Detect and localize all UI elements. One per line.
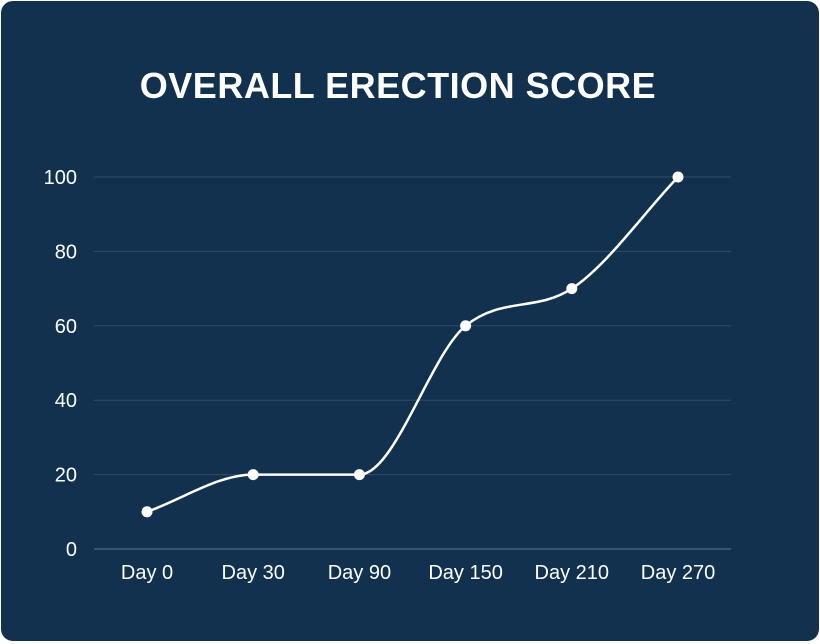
y-tick-label: 100: [44, 167, 77, 189]
data-point: [672, 171, 684, 183]
axes: 0 20 40 60 80 100 Day 0 Day 30 Day 90 Day 150 Day …: [44, 167, 731, 584]
y-tick-label: 0: [66, 539, 77, 561]
data-point: [566, 283, 578, 295]
y-tick-label: 60: [55, 316, 77, 338]
chart-title: OVERALL ERECTION SCORE: [139, 65, 657, 106]
x-tick-label: Day 90: [328, 562, 391, 584]
grid-lines: [94, 176, 731, 476]
y-tick-label: 20: [55, 465, 77, 487]
data-point: [353, 469, 365, 481]
data-point: [247, 469, 259, 481]
x-tick-label: Day 210: [535, 562, 610, 584]
series-line: [145, 175, 680, 514]
y-tick-label: 40: [55, 390, 77, 412]
data-point: [460, 320, 472, 332]
y-tick-label: 80: [55, 241, 77, 263]
series-line-layer: [145, 175, 680, 514]
x-tick-label: Day 270: [641, 562, 716, 584]
x-tick-label: Day 0: [121, 562, 173, 584]
data-point: [141, 506, 153, 518]
data-points: [141, 171, 684, 518]
x-tick-label: Day 30: [222, 562, 285, 584]
x-tick-label: Day 150: [428, 562, 503, 584]
